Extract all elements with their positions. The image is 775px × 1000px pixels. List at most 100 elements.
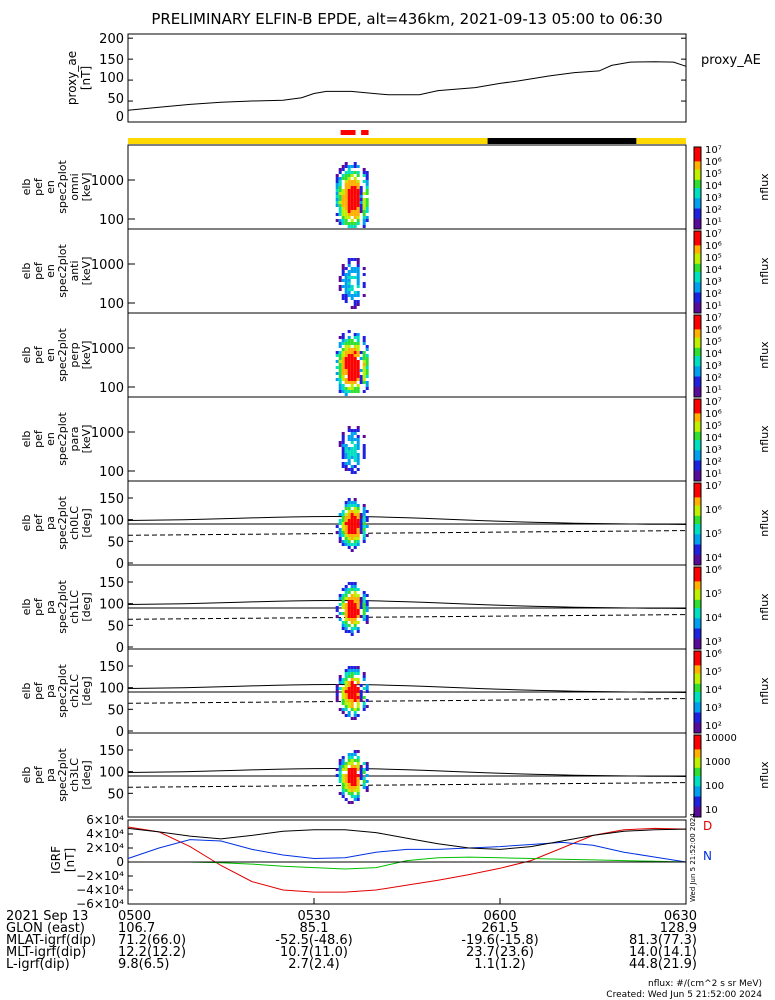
flux-cell — [335, 198, 339, 201]
flux-cell — [356, 189, 360, 192]
flux-cell — [353, 195, 357, 198]
flux-cell — [341, 594, 345, 597]
flux-cell — [353, 615, 357, 618]
colorbar-tick-label: 10⁵ — [705, 589, 722, 600]
flux-cell — [353, 516, 357, 519]
flux-cell — [362, 600, 366, 603]
flux-cell — [347, 279, 351, 282]
flux-cell — [362, 192, 366, 195]
flux-cell — [353, 795, 357, 798]
flux-cell — [341, 534, 345, 537]
flux-cell — [344, 342, 348, 345]
colorbar-swatch — [694, 501, 701, 504]
flux-cell — [365, 618, 369, 621]
flux-cell — [338, 210, 342, 213]
colorbar-swatch — [694, 681, 701, 685]
flux-cell — [350, 456, 354, 459]
flux-cell — [356, 429, 360, 432]
flux-cell — [347, 360, 351, 363]
colorbar-swatch — [694, 773, 701, 777]
colorbar-swatch — [694, 616, 701, 619]
colorbar-frame — [693, 566, 702, 650]
colorbar-swatch — [694, 601, 701, 605]
flux-cell — [359, 696, 363, 699]
flux-cell — [338, 603, 342, 606]
flux-cell — [353, 333, 357, 336]
flux-cell — [353, 714, 357, 717]
colorbar-swatch — [694, 237, 701, 240]
flux-cell — [347, 624, 351, 627]
colorbar-swatch — [694, 378, 701, 382]
flux-cell — [347, 609, 351, 612]
flux-cell — [362, 369, 366, 372]
flux-cell — [347, 771, 351, 774]
flux-cell — [353, 627, 357, 630]
flux-cell — [347, 285, 351, 288]
proxy-ae-tick-label: 150 — [99, 53, 124, 68]
flux-cell — [365, 381, 369, 384]
flux-cell — [338, 534, 342, 537]
flux-cell — [347, 261, 351, 264]
colorbar-swatch — [694, 765, 701, 769]
flux-cell — [362, 606, 366, 609]
flux-cell — [341, 189, 345, 192]
colorbar-tick-label: 10⁴ — [705, 553, 722, 564]
igrf-tick-label: 6×10⁴ — [86, 813, 124, 827]
flux-cell — [341, 201, 345, 204]
colorbar-swatch — [694, 269, 701, 273]
colorbar-tick-label: 10⁶ — [705, 565, 722, 576]
panel-tick-label: 150 — [99, 492, 124, 507]
flux-cell — [347, 294, 351, 297]
flux-cell — [344, 507, 348, 510]
flux-cell — [347, 264, 351, 267]
ephemeris-value: 85.1 — [300, 921, 329, 936]
flux-cell — [347, 801, 351, 804]
flux-cell — [341, 219, 345, 222]
flux-cell — [344, 189, 348, 192]
flux-cell — [353, 267, 357, 270]
flux-cell — [350, 207, 354, 210]
colorbar-swatch — [694, 442, 701, 445]
igrf-line — [127, 839, 687, 863]
flux-cell — [362, 294, 366, 297]
flux-cell — [353, 186, 357, 189]
colorbar-swatch — [694, 618, 701, 621]
flux-cell — [341, 765, 345, 768]
flux-cell — [347, 597, 351, 600]
created-stamp: Created: Wed Jun 5 21:52:00 2024 — [606, 990, 762, 1000]
flux-cell — [347, 369, 351, 372]
flux-cell — [344, 609, 348, 612]
colorbar-swatch — [694, 771, 701, 775]
flux-cell — [365, 375, 369, 378]
flux-cell — [365, 357, 369, 360]
flux-cell — [353, 429, 357, 432]
flux-cell — [356, 789, 360, 792]
flux-cell — [347, 513, 351, 516]
colorbar-swatch — [694, 622, 701, 625]
flux-cell — [350, 438, 354, 441]
colorbar-label: nflux — [758, 341, 771, 369]
flux-cell — [356, 207, 360, 210]
flux-cell — [362, 513, 366, 516]
colorbar-swatch — [694, 628, 701, 632]
flux-cell — [341, 216, 345, 219]
flux-cell — [350, 366, 354, 369]
flux-cell — [356, 459, 360, 462]
colorbar-swatch — [694, 794, 701, 797]
flux-cell — [344, 522, 348, 525]
flux-cell — [338, 522, 342, 525]
flux-cell — [341, 597, 345, 600]
colorbar-swatch — [694, 175, 701, 179]
flux-cell — [365, 387, 369, 390]
igrf-tick-label: 0 — [116, 855, 124, 869]
flux-cell — [353, 717, 357, 720]
flux-cell — [353, 600, 357, 603]
flux-cell — [359, 378, 363, 381]
flux-cell — [350, 354, 354, 357]
panel-ylabel-line: elb — [20, 599, 33, 616]
colorbar-swatch — [694, 460, 701, 464]
flux-cell — [344, 669, 348, 672]
